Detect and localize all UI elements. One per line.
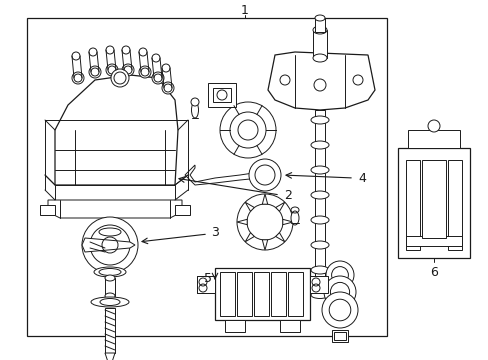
Polygon shape [244,202,254,211]
Circle shape [220,102,275,158]
Bar [314,110,325,290]
Ellipse shape [310,166,328,174]
Ellipse shape [312,54,326,62]
Ellipse shape [94,267,126,277]
Bar [309,276,327,293]
Polygon shape [275,233,284,242]
Bar [215,268,309,320]
Bar [237,272,251,316]
Polygon shape [197,276,215,293]
Ellipse shape [308,284,330,292]
Text: 6: 6 [429,266,437,279]
Circle shape [89,66,101,78]
Bar [224,320,244,332]
Circle shape [106,64,118,76]
Ellipse shape [310,266,328,274]
Circle shape [324,276,355,308]
Bar [197,276,215,293]
Circle shape [106,46,114,54]
Circle shape [321,292,357,328]
Circle shape [89,48,97,56]
Ellipse shape [310,292,328,298]
Bar [447,160,461,250]
Circle shape [139,48,147,56]
Bar [105,308,115,353]
Text: 3: 3 [211,225,219,239]
Bar [220,272,235,316]
Bar [405,160,419,250]
Circle shape [111,69,129,87]
Ellipse shape [310,191,328,199]
Bar [333,332,346,340]
Ellipse shape [99,228,121,236]
Circle shape [427,120,439,132]
Text: 4: 4 [357,171,365,185]
Bar [270,272,285,316]
Ellipse shape [105,293,115,299]
Bar [405,236,461,246]
Circle shape [162,82,174,94]
Polygon shape [184,165,262,185]
Text: 1: 1 [241,4,248,17]
Ellipse shape [191,102,198,118]
Circle shape [237,194,292,250]
Polygon shape [55,185,175,200]
Polygon shape [262,194,267,204]
Bar [27,18,386,336]
Polygon shape [275,202,284,211]
Bar [312,30,326,58]
Ellipse shape [105,275,115,281]
Polygon shape [282,219,292,225]
Polygon shape [48,200,182,218]
Circle shape [122,64,134,76]
Ellipse shape [290,211,298,225]
Circle shape [152,72,163,84]
Polygon shape [105,353,115,360]
Polygon shape [82,238,135,252]
Circle shape [162,64,170,72]
Bar [253,272,268,316]
Text: 2: 2 [284,189,291,202]
Circle shape [152,54,160,62]
Circle shape [248,159,281,191]
Circle shape [72,72,84,84]
Ellipse shape [314,15,325,21]
Ellipse shape [91,297,129,307]
Polygon shape [244,233,254,242]
Ellipse shape [310,141,328,149]
Circle shape [72,52,80,60]
Polygon shape [267,52,374,110]
Bar [287,272,303,316]
Bar [105,278,115,296]
Bar [280,320,299,332]
Circle shape [139,66,151,78]
Text: 5: 5 [203,271,212,284]
Circle shape [82,217,138,273]
Circle shape [122,46,130,54]
Bar [421,160,445,238]
Bar [407,130,459,148]
Polygon shape [40,205,55,215]
Polygon shape [262,240,267,250]
Ellipse shape [312,26,326,34]
Bar [314,18,325,32]
Circle shape [325,261,353,289]
Polygon shape [175,205,190,215]
Polygon shape [55,75,178,185]
Bar [207,83,236,107]
Bar [213,88,230,102]
Polygon shape [237,219,247,225]
Bar [397,148,469,258]
Ellipse shape [310,116,328,124]
Bar [331,330,347,342]
Circle shape [191,98,199,106]
Ellipse shape [310,216,328,224]
Ellipse shape [310,241,328,249]
